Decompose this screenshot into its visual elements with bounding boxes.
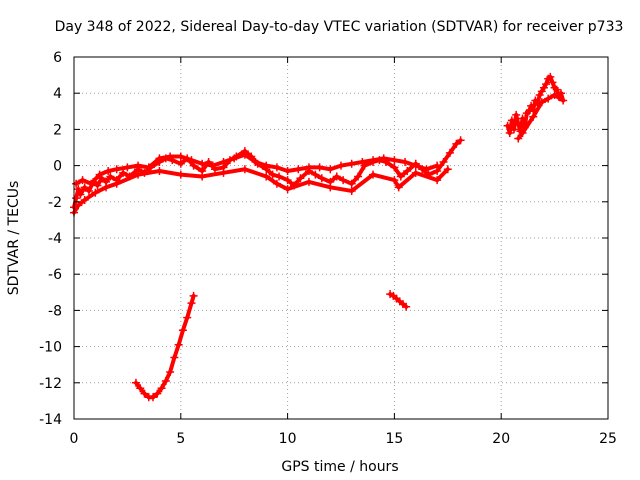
- data-trace: [306, 179, 333, 190]
- data-trace: [349, 172, 376, 193]
- data-trace: [531, 100, 544, 119]
- series-dip-segment: [131, 291, 198, 402]
- data-point: [189, 291, 198, 300]
- data-point: [443, 165, 452, 174]
- data-layer: [70, 72, 568, 402]
- y-tick-label: -12: [39, 376, 62, 392]
- x-tick-label: 10: [279, 431, 297, 447]
- data-trace: [242, 152, 258, 164]
- x-tick-label: 20: [492, 431, 510, 447]
- y-tick-label: -6: [48, 267, 62, 283]
- y-tick-label: -8: [48, 303, 62, 319]
- data-trace: [435, 167, 450, 183]
- data-trace: [146, 156, 162, 170]
- data-point: [514, 134, 523, 143]
- data-trace: [371, 172, 397, 183]
- data-trace: [520, 114, 536, 136]
- chart-title: Day 348 of 2022, Sidereal Day-to-day VTE…: [55, 19, 624, 35]
- y-tick-label: 6: [53, 50, 62, 66]
- y-tick-label: -2: [48, 195, 62, 211]
- x-tick-label: 25: [599, 431, 617, 447]
- y-tick-label: -14: [39, 412, 62, 428]
- data-trace: [114, 172, 141, 186]
- series-late-segment: [503, 72, 568, 143]
- data-trace: [264, 174, 279, 186]
- series-main-band-upper: [72, 150, 442, 188]
- data-point: [433, 161, 442, 170]
- x-tick-label: 5: [176, 431, 185, 447]
- data-trace: [285, 179, 311, 192]
- data-trace: [396, 170, 418, 190]
- data-trace: [82, 190, 98, 202]
- data-trace: [413, 170, 440, 183]
- y-tick-label: -4: [48, 231, 62, 247]
- data-trace: [89, 172, 102, 186]
- y-tick-label: 4: [53, 86, 62, 102]
- y-tick-label: -10: [39, 340, 62, 356]
- x-axis-label: GPS time / hours: [281, 459, 398, 475]
- y-axis-label: SDTVAR / TECUs: [6, 181, 22, 296]
- x-tick-label: 0: [70, 431, 79, 447]
- data-point: [402, 302, 411, 311]
- y-tick-label: 2: [53, 122, 62, 138]
- y-tick-label: 0: [53, 159, 62, 175]
- series-main-band-lower: [70, 165, 452, 217]
- data-point: [456, 136, 465, 145]
- series-main-band: [70, 136, 465, 212]
- series-short-segment: [386, 290, 411, 311]
- grid: [74, 57, 608, 419]
- x-tick-label: 15: [385, 431, 403, 447]
- data-trace: [356, 163, 367, 179]
- data-trace: [242, 167, 269, 179]
